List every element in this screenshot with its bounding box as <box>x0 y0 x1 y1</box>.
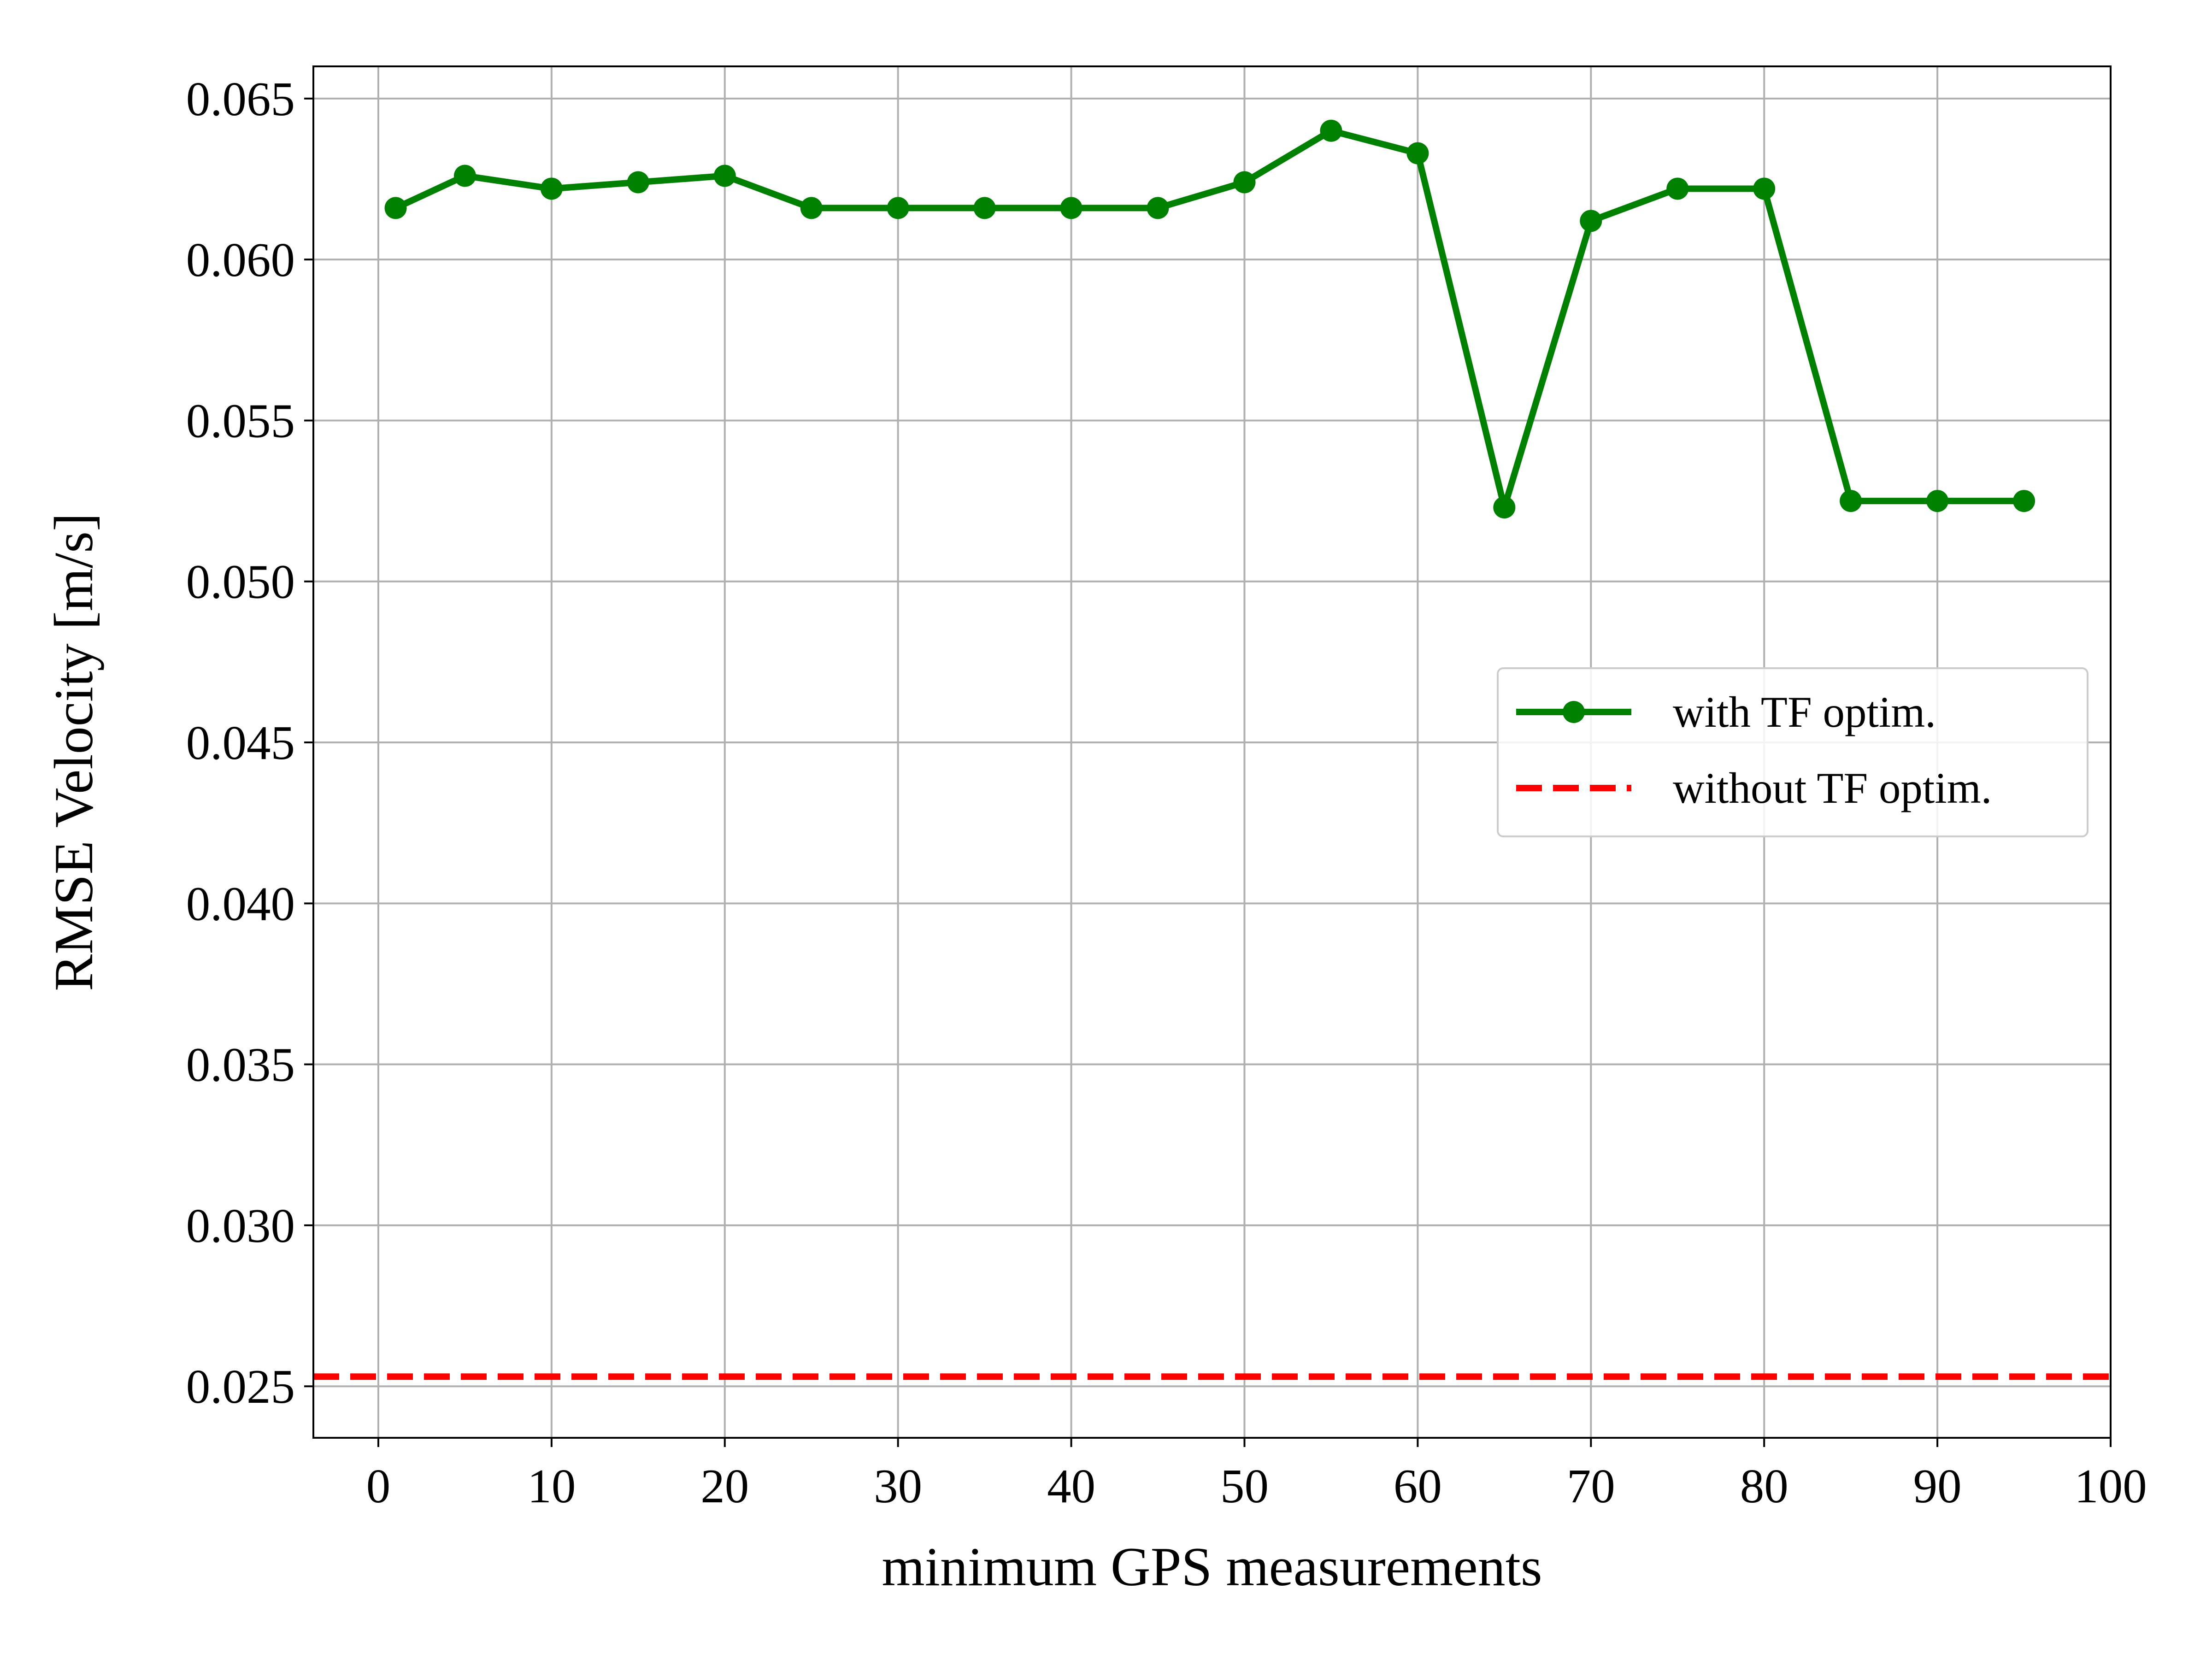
x-tick-label: 20 <box>700 1459 749 1513</box>
data-point-with-tf-optim <box>1666 177 1689 200</box>
data-point-with-tf-optim <box>1320 119 1342 142</box>
legend-label-without-tf-optim: without TF optim. <box>1673 764 1992 812</box>
x-tick-label: 70 <box>1567 1459 1615 1513</box>
data-point-with-tf-optim <box>1060 197 1082 219</box>
y-tick-label: 0.050 <box>186 555 295 609</box>
plot-series <box>313 119 2111 1380</box>
x-tick-label: 30 <box>874 1459 922 1513</box>
x-tick-label: 40 <box>1047 1459 1095 1513</box>
data-point-with-tf-optim <box>1493 496 1516 519</box>
y-tick-label: 0.030 <box>186 1199 295 1253</box>
legend-marker-with-tf-optim <box>1563 701 1585 723</box>
y-tick-label: 0.025 <box>186 1359 295 1413</box>
y-tick-label: 0.040 <box>186 877 295 930</box>
y-tick-label: 0.055 <box>186 394 295 447</box>
series-line-with-tf-optim <box>392 127 2028 511</box>
data-point-with-tf-optim <box>887 197 909 219</box>
data-point-with-tf-optim <box>384 197 407 219</box>
axis-ticks: 0 10 20 30 40 50 60 70 80 90 100 0.025 0.030 0.035 0.0… <box>186 72 2147 1513</box>
x-tick-label: 60 <box>1394 1459 1442 1513</box>
legend-box <box>1497 667 2088 837</box>
x-tick-label: 80 <box>1740 1459 1788 1513</box>
data-point-with-tf-optim <box>1840 490 1862 512</box>
data-point-with-tf-optim <box>1926 490 1949 512</box>
data-point-with-tf-optim <box>1147 197 1169 219</box>
y-tick-label: 0.065 <box>186 72 295 126</box>
data-point-with-tf-optim <box>713 165 736 187</box>
data-point-with-tf-optim <box>1406 142 1429 165</box>
data-point-with-tf-optim <box>627 171 649 194</box>
data-point-with-tf-optim <box>1753 177 1776 200</box>
x-axis-title: minimum GPS measurements <box>882 1536 1542 1597</box>
data-point-with-tf-optim <box>1580 210 1602 232</box>
y-tick-label: 0.035 <box>186 1038 295 1092</box>
data-point-with-tf-optim <box>1233 171 1256 194</box>
x-tick-label: 100 <box>2074 1459 2147 1513</box>
y-tick-label: 0.060 <box>186 233 295 287</box>
data-point-with-tf-optim <box>453 165 476 187</box>
data-point-with-tf-optim <box>2013 490 2036 512</box>
y-tick-label: 0.045 <box>186 716 295 770</box>
legend-label-with-tf-optim: with TF optim. <box>1673 688 1936 736</box>
y-axis-title: RMSE Velocity [m/s] <box>43 513 104 991</box>
data-point-with-tf-optim <box>973 197 996 219</box>
x-tick-label: 50 <box>1220 1459 1269 1513</box>
x-tick-label: 90 <box>1913 1459 1962 1513</box>
x-tick-label: 10 <box>527 1459 576 1513</box>
data-point-with-tf-optim <box>540 177 563 200</box>
plot-frame <box>312 65 2112 1439</box>
data-point-with-tf-optim <box>800 197 823 219</box>
legend: with TF optim. without TF optim. <box>1497 667 2088 837</box>
x-tick-label: 0 <box>366 1459 391 1513</box>
